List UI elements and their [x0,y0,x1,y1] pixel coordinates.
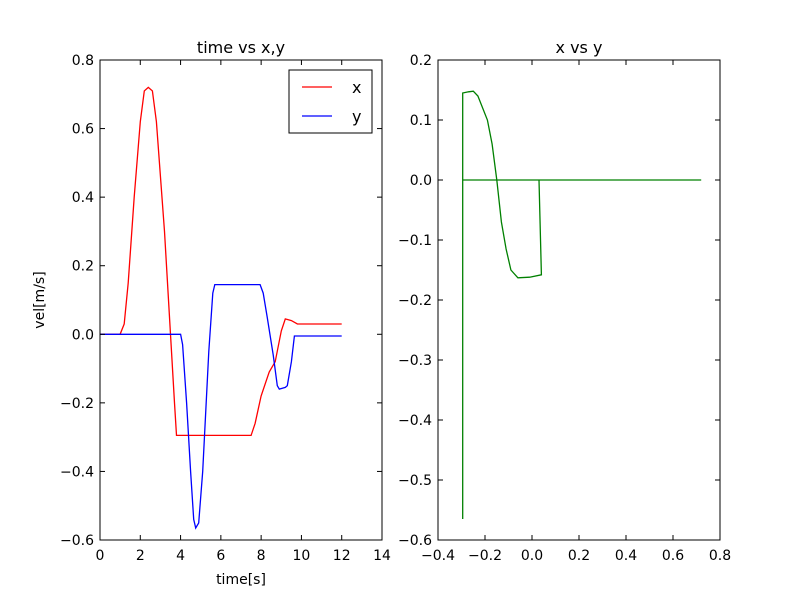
x-tick-label: 0.8 [709,548,731,564]
y-tick-label: −0.2 [398,293,432,309]
x-tick-label: 4 [176,548,185,564]
x-axis-label: time[s] [216,572,266,588]
legend-label: x [352,78,361,97]
y-tick-label: 0.4 [72,190,94,206]
chart-title: x vs y [556,38,603,57]
y-tick-label: 0.2 [410,53,432,69]
y-tick-label: −0.6 [60,533,94,549]
axes-frame [99,59,383,541]
x-tick-label: 0 [96,548,105,564]
y-axis-label: vel[m/s] [32,271,48,328]
y-tick-label: −0.6 [398,533,432,549]
x-tick-label: 6 [216,548,225,564]
x-tick-label: 10 [293,548,311,564]
y-tick-label: −0.3 [398,353,432,369]
x-tick-label: −0.4 [421,548,455,564]
legend-label: y [352,107,361,126]
x-tick-label: 0.4 [615,548,637,564]
y-tick-label: −0.5 [398,473,432,489]
legend: xy [288,69,373,134]
y-tick-label: 0.2 [72,259,94,275]
y-tick-label: 0.1 [410,113,432,129]
y-tick-label: −0.4 [398,413,432,429]
series-line-x [100,86,342,437]
chart-time-vs-xy: 0 2 4 6 8 10 12 14 −0.6 −0.4 −0.2 0.0 0.2 0.4 0.6 0.8 ti… [32,38,391,588]
y-tick-label: −0.2 [60,396,94,412]
x-tick-label: −0.2 [468,548,502,564]
y-tick-label: 0.0 [72,327,94,343]
y-tick-label: −0.4 [60,464,94,480]
x-tick-label: 8 [257,548,266,564]
y-tick-label: 0.6 [72,122,94,138]
series-line-y [100,283,342,530]
axes-frame [437,59,721,541]
x-tick-label: 0.6 [662,548,684,564]
x-tick-label: 12 [333,548,351,564]
x-tick-label: 2 [136,548,145,564]
x-tick-label: 0.0 [521,548,543,564]
chart-title: time vs x,y [197,38,285,57]
y-tick-label: 0.8 [72,53,94,69]
y-tick-label: 0.0 [410,173,432,189]
series-line-x-vs-y [462,90,702,519]
x-tick-label: 14 [373,548,391,564]
y-tick-label: −0.1 [398,233,432,249]
chart-x-vs-y: −0.4 −0.2 0.0 0.2 0.4 0.6 0.8 −0.6 −0.5 −0.4 −0.3 −… [398,38,731,564]
x-tick-label: 0.2 [568,548,590,564]
